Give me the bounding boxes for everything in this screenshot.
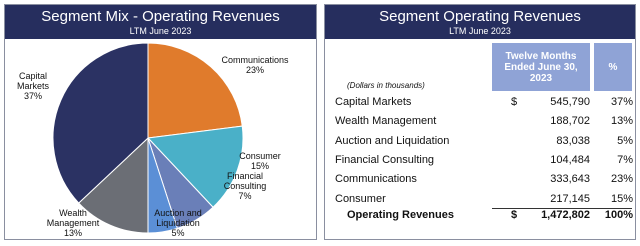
slice-value: 7%	[238, 191, 252, 201]
table-note: (Dollars in thousands)	[347, 81, 425, 90]
slice-name: Communications	[221, 55, 289, 65]
column-header-text: Twelve Months Ended June 30, 2023	[504, 50, 578, 84]
slice-label: Financial Consulting 7%	[215, 171, 275, 201]
amount: 188,702	[550, 115, 590, 128]
slice-name: Consumer	[239, 151, 281, 161]
table-row: Auction and Liquidation 83,038 5%	[325, 132, 637, 150]
table-row: Financial Consulting 104,484 7%	[325, 151, 637, 169]
slice-label: Auction and Liquidation 5%	[143, 208, 213, 238]
amount: 545,790	[550, 96, 590, 108]
slice-label: Wealth Management 13%	[43, 208, 103, 238]
row-label: Operating Revenues	[347, 209, 454, 221]
slice-name: Auction and Liquidation	[154, 208, 202, 228]
slice-value: 13%	[63, 228, 82, 238]
share: 15%	[610, 192, 633, 205]
amount: 217,145	[550, 192, 590, 205]
table-row: Communications 333,643 23%	[325, 170, 637, 188]
table-row: Wealth Management 188,702 13%	[325, 112, 637, 130]
chart-title: Segment Mix - Operating Revenues	[41, 8, 280, 25]
slice-name: Financial Consulting	[223, 171, 267, 191]
column-header: Twelve Months Ended June 30, 2023	[492, 43, 590, 91]
slice-label: Consumer 15%	[230, 151, 290, 171]
row-label: Capital Markets	[335, 96, 412, 108]
share: 37%	[610, 96, 633, 108]
share: 7%	[617, 153, 633, 166]
row-label: Consumer	[335, 192, 386, 205]
slice-label: Communications 23%	[205, 55, 305, 75]
row-label: Wealth Management	[335, 115, 437, 128]
table-title: Segment Operating Revenues	[379, 8, 581, 25]
currency: $	[511, 209, 518, 221]
amount: 1,472,802	[541, 209, 590, 221]
pie-slice	[146, 125, 244, 208]
row-label: Financial Consulting	[335, 153, 435, 166]
slice-name: Capital Markets	[16, 71, 49, 91]
pie-slice	[78, 136, 149, 234]
row-label: Communications	[335, 173, 417, 186]
table-subtitle: LTM June 2023	[449, 26, 511, 36]
slice-value: 5%	[171, 228, 185, 238]
pie-chart	[52, 42, 244, 234]
row-label: Auction and Liquidation	[335, 134, 450, 147]
pie-slice	[52, 42, 149, 204]
total-rule	[492, 208, 632, 209]
amount: 83,038	[556, 134, 590, 147]
share: 100%	[604, 209, 633, 221]
table-row: Consumer 217,145 15%	[325, 190, 637, 208]
slice-value: 23%	[245, 65, 264, 75]
share: 5%	[617, 134, 633, 147]
share: 23%	[610, 173, 633, 186]
table-header: Segment Operating Revenues LTM June 2023	[325, 5, 635, 39]
slice-label: Capital Markets 37%	[7, 71, 59, 101]
pie-slice	[147, 42, 243, 139]
share: 13%	[610, 115, 633, 128]
amount: 333,643	[550, 173, 590, 186]
total-row: Operating Revenues $1,472,802 100%	[325, 206, 637, 224]
amount: 104,484	[550, 153, 590, 166]
slice-name: Wealth Management	[46, 208, 100, 228]
pie-panel: Segment Mix - Operating Revenues LTM Jun…	[4, 4, 317, 240]
slice-value: 37%	[23, 91, 42, 101]
table-row: Capital Markets $545,790 37%	[325, 93, 637, 111]
slice-value: 15%	[250, 161, 269, 171]
pie-header: Segment Mix - Operating Revenues LTM Jun…	[5, 5, 316, 39]
chart-subtitle: LTM June 2023	[129, 26, 192, 36]
table-panel: Segment Operating Revenues LTM June 2023…	[324, 4, 636, 240]
column-header: %	[594, 43, 632, 91]
currency: $	[511, 96, 518, 108]
